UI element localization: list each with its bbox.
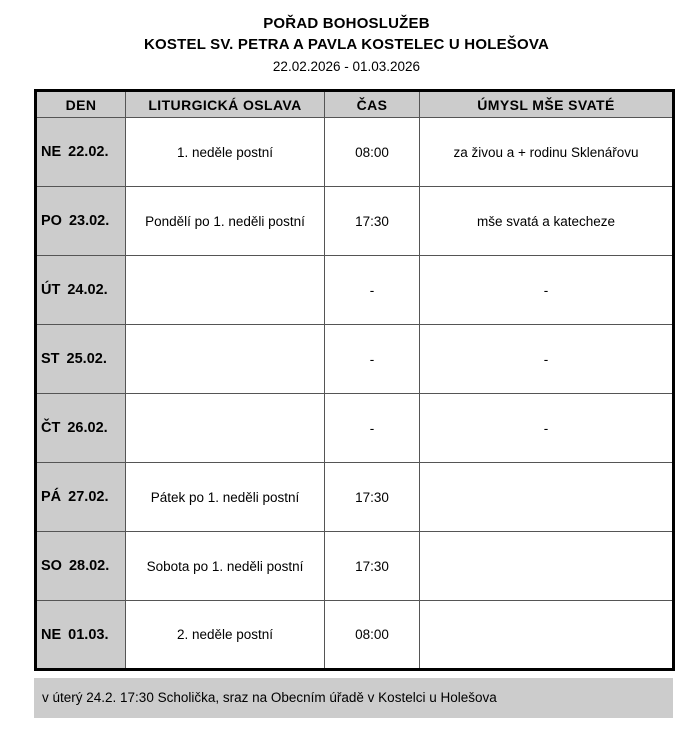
- cell-liturgical-celebration: [125, 324, 325, 394]
- cell-time: 17:30: [324, 462, 420, 532]
- cell-liturgical-celebration: 2. neděle postní: [125, 600, 325, 670]
- day-abbreviation: ÚT: [41, 282, 61, 298]
- table-row: NE 22.02. 1. neděle postní 08:00 za živou…: [35, 117, 674, 187]
- page-title: POŘAD BOHOSLUŽEB: [263, 15, 430, 32]
- cell-intention: -: [419, 393, 674, 463]
- cell-liturgical-celebration: Pátek po 1. neděli postní: [125, 462, 325, 532]
- cell-liturgical-celebration: 1. neděle postní: [125, 117, 325, 187]
- cell-day: PÁ 27.02.: [35, 462, 126, 532]
- cell-time: -: [324, 324, 420, 394]
- day-abbreviation: NE: [41, 626, 62, 643]
- day-date: 01.03.: [68, 626, 109, 643]
- column-header-cas: ČAS: [324, 90, 420, 118]
- column-header-den: DEN: [35, 90, 126, 118]
- table-row: PO 23.02. Pondělí po 1. neděli postní 17:…: [35, 186, 674, 256]
- footer-note-bar: v úterý 24.2. 17:30 Scholička, sraz na O…: [34, 678, 673, 718]
- cell-day: ÚT 24.02.: [35, 255, 126, 325]
- table-row: PÁ 27.02. Pátek po 1. neděli postní 17:30: [35, 462, 674, 532]
- day-abbreviation: NE: [41, 144, 62, 160]
- day-date: 25.02.: [66, 351, 107, 367]
- cell-time: -: [324, 255, 420, 325]
- cell-day: ČT 26.02.: [35, 393, 126, 463]
- cell-liturgical-celebration: Sobota po 1. neděli postní: [125, 531, 325, 601]
- column-header-umysl-mse-svate: ÚMYSL MŠE SVATÉ: [419, 90, 674, 118]
- cell-day: PO 23.02.: [35, 186, 126, 256]
- cell-day: NE 22.02.: [35, 117, 126, 187]
- day-date: 27.02.: [68, 489, 109, 505]
- cell-liturgical-celebration: [125, 255, 325, 325]
- cell-time: 17:30: [324, 186, 420, 256]
- schedule-table: DEN LITURGICKÁ OSLAVA ČAS ÚMYSL MŠE SVAT…: [34, 89, 675, 671]
- day-date: 28.02.: [68, 558, 110, 574]
- page-subtitle-church: KOSTEL SV. PETRA A PAVLA KOSTELEC U HOLE…: [144, 36, 549, 53]
- cell-liturgical-celebration: Pondělí po 1. neděli postní: [125, 186, 325, 256]
- day-abbreviation: SO: [41, 558, 62, 574]
- cell-time: -: [324, 393, 420, 463]
- day-abbreviation: ST: [41, 351, 60, 367]
- document-heading: POŘAD BOHOSLUŽEB KOSTEL SV. PETRA A PAVL…: [0, 0, 693, 77]
- cell-day: SO 28.02.: [35, 531, 126, 601]
- table-row: NE 01.03. 2. neděle postní 08:00: [35, 600, 674, 670]
- table-row: SO 28.02. Sobota po 1. neděli postní 17:3…: [35, 531, 674, 601]
- cell-intention: za živou a + rodinu Sklenářovu: [419, 117, 674, 187]
- date-range: 22.02.2026 - 01.03.2026: [272, 59, 421, 74]
- table-header-row: DEN LITURGICKÁ OSLAVA ČAS ÚMYSL MŠE SVAT…: [35, 90, 674, 118]
- day-abbreviation: PÁ: [41, 489, 62, 505]
- day-date: 24.02.: [67, 282, 108, 298]
- cell-time: 08:00: [324, 600, 420, 670]
- day-abbreviation: ČT: [41, 420, 61, 436]
- cell-liturgical-celebration: [125, 393, 325, 463]
- day-date: 22.02.: [68, 144, 109, 160]
- cell-time: 17:30: [324, 531, 420, 601]
- table-header: DEN LITURGICKÁ OSLAVA ČAS ÚMYSL MŠE SVAT…: [35, 90, 674, 118]
- cell-intention: -: [419, 324, 674, 394]
- cell-day: ST 25.02.: [35, 324, 126, 394]
- cell-intention: [419, 600, 674, 670]
- cell-time: 08:00: [324, 117, 420, 187]
- cell-intention: [419, 462, 674, 532]
- footer-note-text: v úterý 24.2. 17:30 Scholička, sraz na O…: [42, 690, 497, 705]
- cell-intention: mše svatá a katecheze: [419, 186, 674, 256]
- day-date: 26.02.: [67, 420, 108, 436]
- day-abbreviation: PO: [41, 213, 62, 229]
- table-row: ST 25.02. - -: [35, 324, 674, 394]
- table-row: ČT 26.02. - -: [35, 393, 674, 463]
- day-date: 23.02.: [68, 213, 110, 229]
- column-header-liturgicka-oslava: LITURGICKÁ OSLAVA: [125, 90, 325, 118]
- table-row: ÚT 24.02. - -: [35, 255, 674, 325]
- schedule-table-wrapper: DEN LITURGICKÁ OSLAVA ČAS ÚMYSL MŠE SVAT…: [34, 89, 675, 671]
- cell-day: NE 01.03.: [35, 600, 126, 670]
- cell-intention: -: [419, 255, 674, 325]
- table-body: NE 22.02. 1. neděle postní 08:00 za živou…: [35, 117, 674, 670]
- cell-intention: [419, 531, 674, 601]
